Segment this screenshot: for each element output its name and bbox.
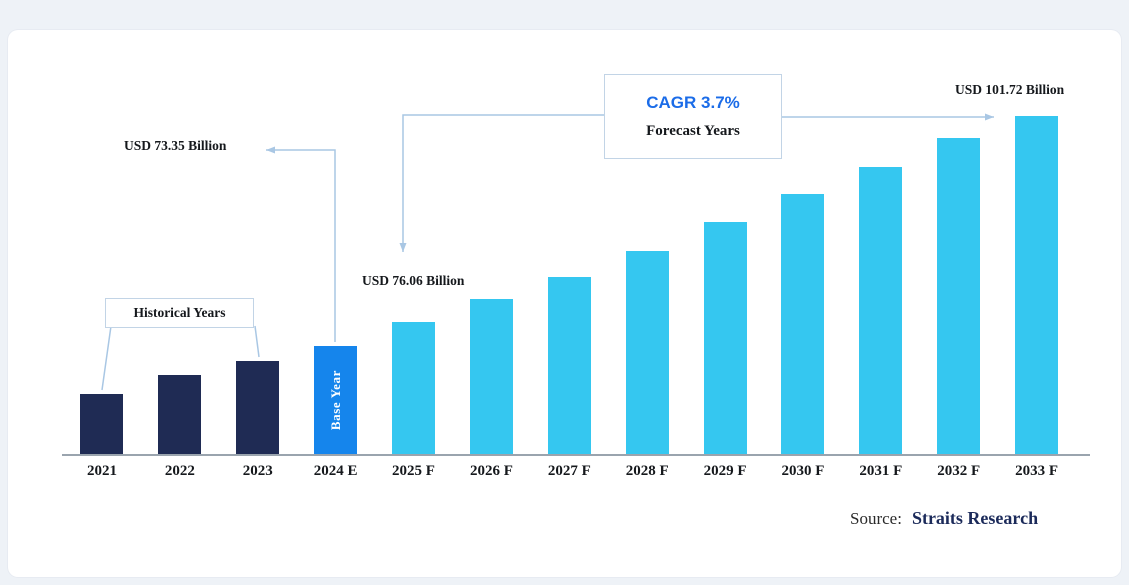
source-prefix: Source: bbox=[850, 509, 902, 528]
x-axis-label-2022: 2022 bbox=[164, 463, 195, 479]
x-axis-label-2027-f: 2027 F bbox=[547, 463, 591, 479]
historical-years-label: Historical Years bbox=[133, 305, 226, 320]
historical-years-box: Historical Years bbox=[105, 298, 254, 328]
bar-rect bbox=[781, 194, 825, 455]
x-axis-label-2026-f: 2026 F bbox=[469, 463, 513, 479]
x-axis-label-2021: 2021 bbox=[86, 463, 117, 479]
bar-2030-f bbox=[764, 116, 842, 455]
bars-container: Base Year bbox=[63, 116, 1076, 455]
bar-2024-e: Base Year bbox=[297, 116, 375, 455]
bar-rect bbox=[392, 322, 435, 455]
forecast-years-label: Forecast Years bbox=[646, 123, 740, 139]
bar-rect bbox=[469, 299, 513, 455]
base-year-bar-label: Base Year bbox=[327, 370, 343, 431]
bar-rect: Base Year bbox=[314, 346, 358, 455]
bar-2026-f bbox=[452, 116, 530, 455]
bar-rect bbox=[1015, 116, 1059, 455]
data-label-2025: USD 76.06 Billion bbox=[362, 273, 465, 288]
bar-rect bbox=[236, 361, 280, 455]
bar-2023 bbox=[219, 116, 297, 455]
bar-rect bbox=[859, 167, 903, 455]
x-axis-label-2028-f: 2028 F bbox=[625, 463, 669, 479]
source: Source: Straits Research bbox=[850, 508, 1038, 529]
bar-2033-f bbox=[998, 116, 1076, 455]
x-axis-label-2032-f: 2032 F bbox=[937, 463, 981, 479]
bar-2032-f bbox=[920, 116, 998, 455]
x-axis-label-2030-f: 2030 F bbox=[781, 463, 825, 479]
cagr-label: CAGR 3.7% bbox=[646, 93, 740, 112]
x-axis-label-2029-f: 2029 F bbox=[703, 463, 747, 479]
bar-2029-f bbox=[686, 116, 764, 455]
bar-rect bbox=[625, 251, 669, 455]
x-axis-line bbox=[62, 454, 1090, 456]
bar-rect bbox=[703, 222, 747, 455]
data-label-2033: USD 101.72 Billion bbox=[955, 82, 1065, 97]
bar-2031-f bbox=[842, 116, 920, 455]
bar-rect bbox=[158, 375, 202, 455]
x-axis-label-2025-f: 2025 F bbox=[392, 463, 435, 479]
bar-2028-f bbox=[608, 116, 686, 455]
source-name: Straits Research bbox=[911, 508, 1039, 528]
x-axis-label-2031-f: 2031 F bbox=[859, 463, 903, 479]
data-label-2024: USD 73.35 Billion bbox=[124, 138, 227, 153]
x-axis-label-2033-f: 2033 F bbox=[1015, 463, 1059, 479]
bar-2027-f bbox=[530, 116, 608, 455]
bar-2021 bbox=[63, 116, 141, 455]
bar-2025-f bbox=[375, 116, 453, 455]
x-axis-label-2024-e: 2024 E bbox=[313, 463, 358, 479]
bar-rect bbox=[80, 394, 124, 455]
x-axis-label-2023: 2023 bbox=[242, 463, 273, 479]
chart-card: USD 73.35 Billion USD 76.06 Billion USD … bbox=[8, 30, 1121, 577]
x-axis-labels: 2021 2022 2023 2024 E 2025 F 2026 F 2027 F 2028… bbox=[63, 463, 1076, 480]
cagr-forecast-box: CAGR 3.7% Forecast Years bbox=[604, 74, 782, 159]
bar-2022 bbox=[141, 116, 219, 455]
bar-rect bbox=[547, 277, 591, 455]
bar-rect bbox=[937, 138, 981, 455]
